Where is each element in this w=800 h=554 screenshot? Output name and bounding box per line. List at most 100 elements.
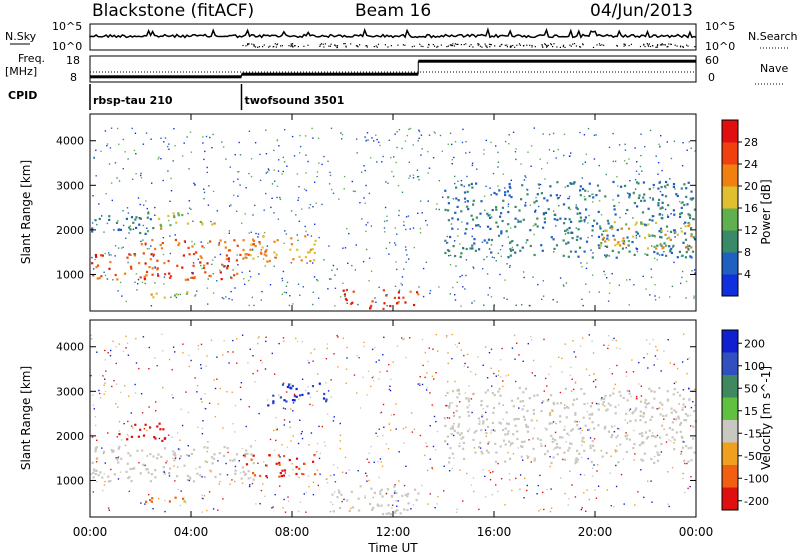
scatter-cell	[163, 262, 166, 265]
scatter-cell	[500, 478, 503, 480]
scatter-cell	[278, 461, 281, 464]
scatter-cell	[192, 264, 195, 267]
scatter-cell	[132, 221, 135, 224]
scatter-cell	[444, 208, 447, 211]
scatter-cell	[582, 163, 584, 165]
scatter-cell	[209, 470, 213, 473]
scatter-cell	[451, 143, 453, 146]
scatter-cell	[309, 260, 312, 263]
scatter-cell	[507, 211, 510, 214]
scatter-cell	[396, 345, 399, 347]
scatter-cell	[550, 507, 553, 509]
scatter-cell	[234, 480, 236, 483]
scatter-cell	[169, 275, 173, 278]
scatter-cell	[223, 340, 225, 342]
scatter-cell	[692, 425, 695, 428]
scatter-cell	[578, 246, 582, 249]
nsearch-point	[481, 46, 483, 48]
scatter-cell	[142, 336, 145, 338]
scatter-cell	[237, 264, 239, 266]
scatter-cell	[604, 254, 606, 256]
scatter-cell	[550, 488, 552, 490]
scatter-cell	[537, 183, 540, 186]
scatter-cell	[537, 484, 539, 487]
scatter-cell	[145, 200, 147, 202]
scatter-cell	[108, 163, 111, 165]
scatter-cell	[378, 141, 380, 143]
scatter-cell	[667, 339, 669, 341]
scatter-cell	[433, 378, 435, 380]
scatter-cell	[120, 281, 122, 284]
scatter-cell	[486, 256, 488, 258]
scatter-cell	[152, 508, 154, 510]
scatter-cell	[607, 402, 610, 405]
scatter-cell	[377, 504, 380, 507]
scatter-cell	[448, 405, 451, 408]
scatter-cell	[490, 251, 493, 254]
scatter-cell	[493, 257, 495, 259]
beam-title: Beam 16	[355, 1, 431, 21]
scatter-cell	[633, 429, 635, 432]
scatter-cell	[675, 410, 678, 414]
scatter-cell	[241, 447, 244, 450]
scatter-cell	[234, 404, 237, 407]
scatter-cell	[137, 435, 140, 438]
scatter-cell	[290, 210, 293, 212]
scatter-cell	[98, 217, 101, 220]
scatter-cell	[604, 255, 607, 258]
scatter-cell	[546, 450, 549, 453]
nsearch-point	[387, 46, 389, 48]
scatter-cell	[396, 302, 399, 305]
scatter-cell	[589, 446, 592, 450]
scatter-cell	[104, 390, 107, 393]
scatter-cell	[164, 273, 167, 276]
scatter-cell	[492, 411, 495, 414]
scatter-cell	[245, 449, 248, 452]
nsearch-point	[376, 46, 378, 48]
scatter-cell	[562, 239, 565, 242]
scatter-cell	[274, 256, 276, 259]
scatter-cell	[591, 193, 593, 196]
scatter-cell	[327, 413, 329, 415]
scatter-cell	[207, 278, 209, 280]
scatter-cell	[628, 250, 631, 253]
scatter-cell	[672, 209, 675, 212]
scatter-cell	[517, 447, 519, 449]
scatter-cell	[245, 463, 249, 466]
scatter-cell	[553, 213, 556, 216]
x-tick-label: 20:00	[578, 525, 613, 539]
scatter-cell	[661, 214, 664, 216]
scatter-cell	[671, 436, 674, 439]
scatter-cell	[451, 402, 454, 404]
scatter-cell	[616, 242, 619, 245]
scatter-cell	[473, 490, 475, 493]
scatter-cell	[118, 445, 121, 448]
scatter-cell	[581, 187, 585, 191]
scatter-cell	[581, 440, 584, 443]
scatter-cell	[626, 389, 629, 392]
scatter-cell	[185, 502, 187, 504]
scatter-cell	[372, 496, 374, 499]
scatter-cell	[527, 455, 530, 458]
scatter-cell	[638, 361, 640, 364]
nsearch-point	[657, 44, 659, 46]
nsearch-point	[553, 43, 555, 45]
scatter-cell	[264, 368, 267, 370]
scatter-cell	[666, 238, 668, 240]
scatter-cell	[546, 385, 548, 387]
scatter-cell	[654, 445, 657, 448]
scatter-cell	[405, 465, 407, 467]
scatter-cell	[235, 453, 239, 456]
scatter-cell	[154, 357, 156, 359]
scatter-cell	[323, 441, 326, 443]
scatter-cell	[127, 420, 129, 423]
scatter-cell	[655, 345, 657, 348]
scatter-cell	[299, 152, 301, 154]
scatter-cell	[249, 484, 251, 486]
scatter-cell	[637, 196, 640, 200]
scatter-cell	[643, 452, 646, 455]
scatter-cell	[511, 246, 514, 249]
scatter-cell	[658, 296, 660, 299]
scatter-cell	[660, 370, 662, 372]
